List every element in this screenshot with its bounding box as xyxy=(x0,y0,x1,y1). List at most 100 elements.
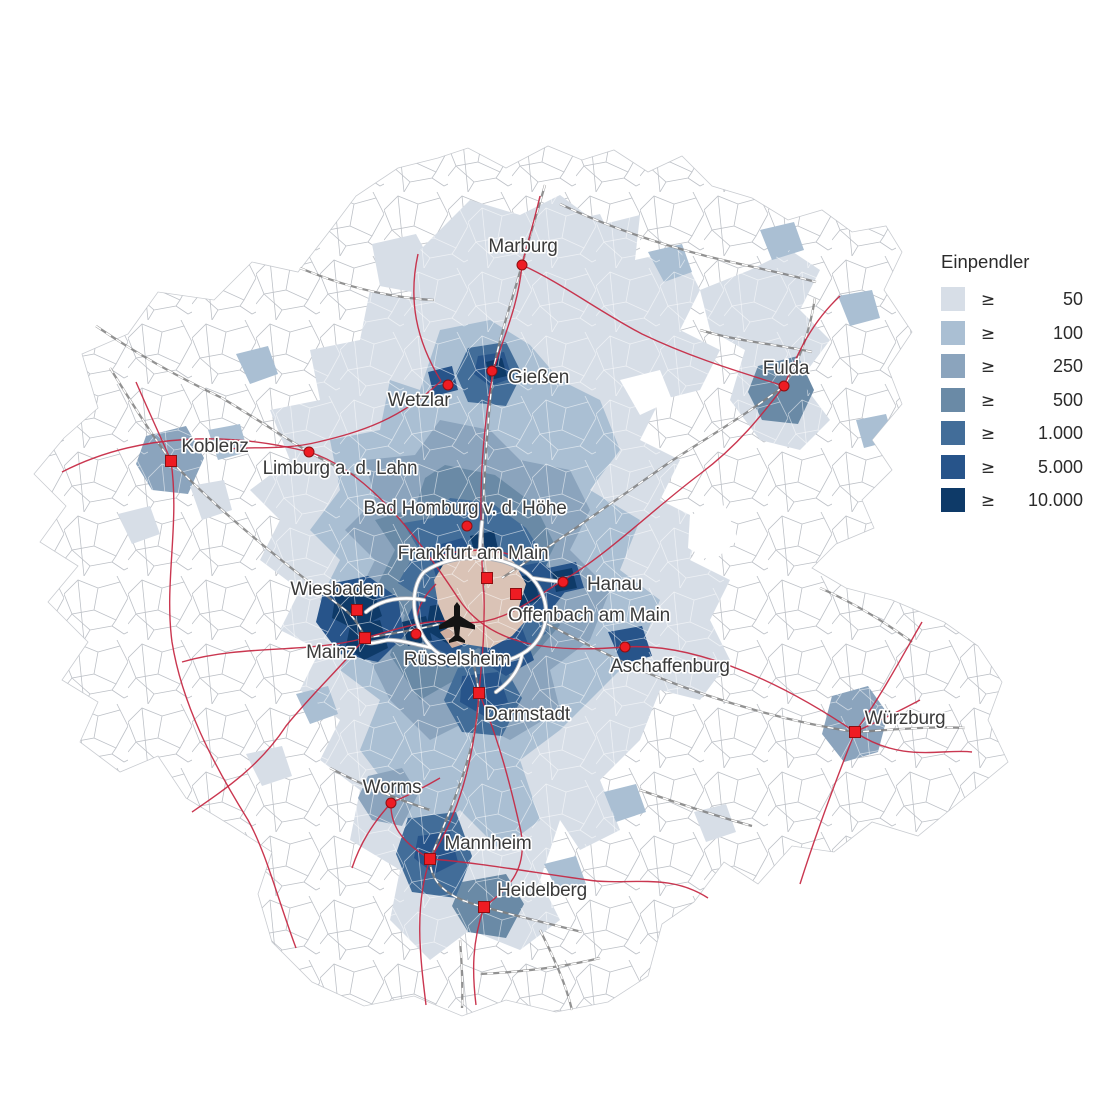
city-marker-dot xyxy=(557,576,569,588)
city-label: Hanau xyxy=(587,574,642,595)
legend-row: ≥ 5.000 xyxy=(941,455,1083,479)
airport-icon xyxy=(439,602,475,643)
choropleth-patch xyxy=(838,290,880,326)
city-wetzlar: Wetzlar xyxy=(386,379,454,413)
city-wiesbaden: Wiesbaden xyxy=(289,577,385,616)
city-label: Aschaffenburg xyxy=(610,656,730,677)
city-mainz: Mainz xyxy=(305,632,371,665)
legend-swatch xyxy=(941,488,965,512)
legend-geq: ≥ xyxy=(981,458,995,478)
choropleth-patch xyxy=(604,784,646,822)
city-marker-square xyxy=(478,901,490,913)
choropleth-patch xyxy=(246,746,292,786)
road-line xyxy=(191,637,366,813)
railway-line xyxy=(329,587,913,975)
legend-row: ≥ 10.000 xyxy=(941,488,1083,512)
legend-geq: ≥ xyxy=(981,357,995,377)
city-label: Rüsselsheim xyxy=(404,649,511,670)
city-worms: Worms xyxy=(361,775,423,809)
city-marker-dot xyxy=(516,259,528,271)
city-hanau: Hanau xyxy=(557,572,644,597)
choropleth-patch xyxy=(544,856,586,896)
city-marker-square xyxy=(849,726,861,738)
legend-row: ≥ 100 xyxy=(941,321,1083,345)
legend-geq: ≥ xyxy=(981,324,995,344)
motorway-line xyxy=(360,520,565,694)
city-marker-square xyxy=(473,687,485,699)
city-ruesselsheim: Rüsselsheim xyxy=(402,628,512,672)
city-marker-dot xyxy=(778,380,790,392)
legend-geq: ≥ xyxy=(981,391,995,411)
city-marker-dot xyxy=(303,446,315,458)
legend: Einpendler ≥ 50 ≥ 100 ≥ 250 ≥ 500 ≥ 1.00… xyxy=(941,251,1083,512)
legend-value: 1.000 xyxy=(1038,423,1083,443)
city-marker-square xyxy=(165,455,177,467)
city-marker-dot xyxy=(486,365,498,377)
city-label: Mainz xyxy=(306,642,356,663)
city-marker-dot xyxy=(442,379,454,391)
legend-row: ≥ 500 xyxy=(941,388,1083,412)
city-label: Wiesbaden xyxy=(290,579,383,600)
legend-value: 10.000 xyxy=(1028,490,1083,510)
city-label: Koblenz xyxy=(181,436,248,457)
city-bad-homburg: Bad Homburg v. d. Höhe xyxy=(362,496,568,532)
city-marker-square xyxy=(510,588,522,600)
city-label: Fulda xyxy=(763,358,810,379)
railway-line xyxy=(459,929,573,1011)
railway-line xyxy=(95,325,357,477)
legend-value: 500 xyxy=(1053,390,1083,410)
legend-geq: ≥ xyxy=(981,491,995,511)
legend-value: 250 xyxy=(1053,356,1083,376)
road-line xyxy=(472,692,523,1006)
city-koblenz: Koblenz xyxy=(165,434,250,467)
railway-line xyxy=(299,203,817,353)
city-layer: Marburg Gießen Wetzlar Fulda Koblenz Lim… xyxy=(165,234,947,913)
city-heidelberg: Heidelberg xyxy=(478,878,589,913)
city-label: Worms xyxy=(363,777,422,798)
city-marker-square xyxy=(359,632,371,644)
city-wuerzburg: Würzburg xyxy=(849,706,947,738)
legend-geq: ≥ xyxy=(981,424,995,444)
legend-value: 5.000 xyxy=(1038,457,1083,477)
legend-row: ≥ 1.000 xyxy=(941,421,1083,445)
legend-swatch xyxy=(941,455,965,479)
city-darmstadt: Darmstadt xyxy=(473,687,573,727)
city-label: Bad Homburg v. d. Höhe xyxy=(363,498,566,519)
city-label: Würzburg xyxy=(865,708,946,729)
choropleth-patch xyxy=(694,804,736,842)
railway-line xyxy=(501,297,817,579)
legend-geq: ≥ xyxy=(981,290,995,310)
city-mannheim: Mannheim xyxy=(424,831,533,865)
city-fulda: Fulda xyxy=(761,356,812,392)
city-offenbach: Offenbach am Main xyxy=(506,588,672,628)
choropleth-patch xyxy=(688,505,738,562)
legend-title: Einpendler xyxy=(941,251,1029,272)
legend-value: 50 xyxy=(1063,289,1083,309)
choropleth-patch xyxy=(760,222,804,260)
city-marker-dot xyxy=(461,520,473,532)
city-label: Gießen xyxy=(508,367,569,388)
city-label: Darmstadt xyxy=(484,704,571,725)
city-label: Offenbach am Main xyxy=(508,605,670,626)
legend-row: ≥ 50 xyxy=(941,287,1083,311)
city-label: Wetzlar xyxy=(388,390,452,411)
city-label: Limburg a. d. Lahn xyxy=(263,458,418,479)
legend-swatch xyxy=(941,421,965,445)
city-label: Mannheim xyxy=(444,833,531,854)
legend-swatch xyxy=(941,287,965,311)
choropleth-patch xyxy=(118,506,160,544)
road-line xyxy=(213,253,442,453)
city-marker-square xyxy=(481,572,493,584)
railway-line xyxy=(109,367,441,639)
city-label: Marburg xyxy=(488,236,557,257)
legend-swatch xyxy=(941,321,965,345)
city-marker-dot xyxy=(410,628,422,640)
city-label: Frankfurt am Main xyxy=(398,543,549,564)
city-giessen: Gießen xyxy=(486,365,571,390)
legend-value: 100 xyxy=(1053,323,1083,343)
city-limburg: Limburg a. d. Lahn xyxy=(261,446,419,481)
city-marker-square xyxy=(424,853,436,865)
city-frankfurt: Frankfurt am Main xyxy=(396,541,550,584)
